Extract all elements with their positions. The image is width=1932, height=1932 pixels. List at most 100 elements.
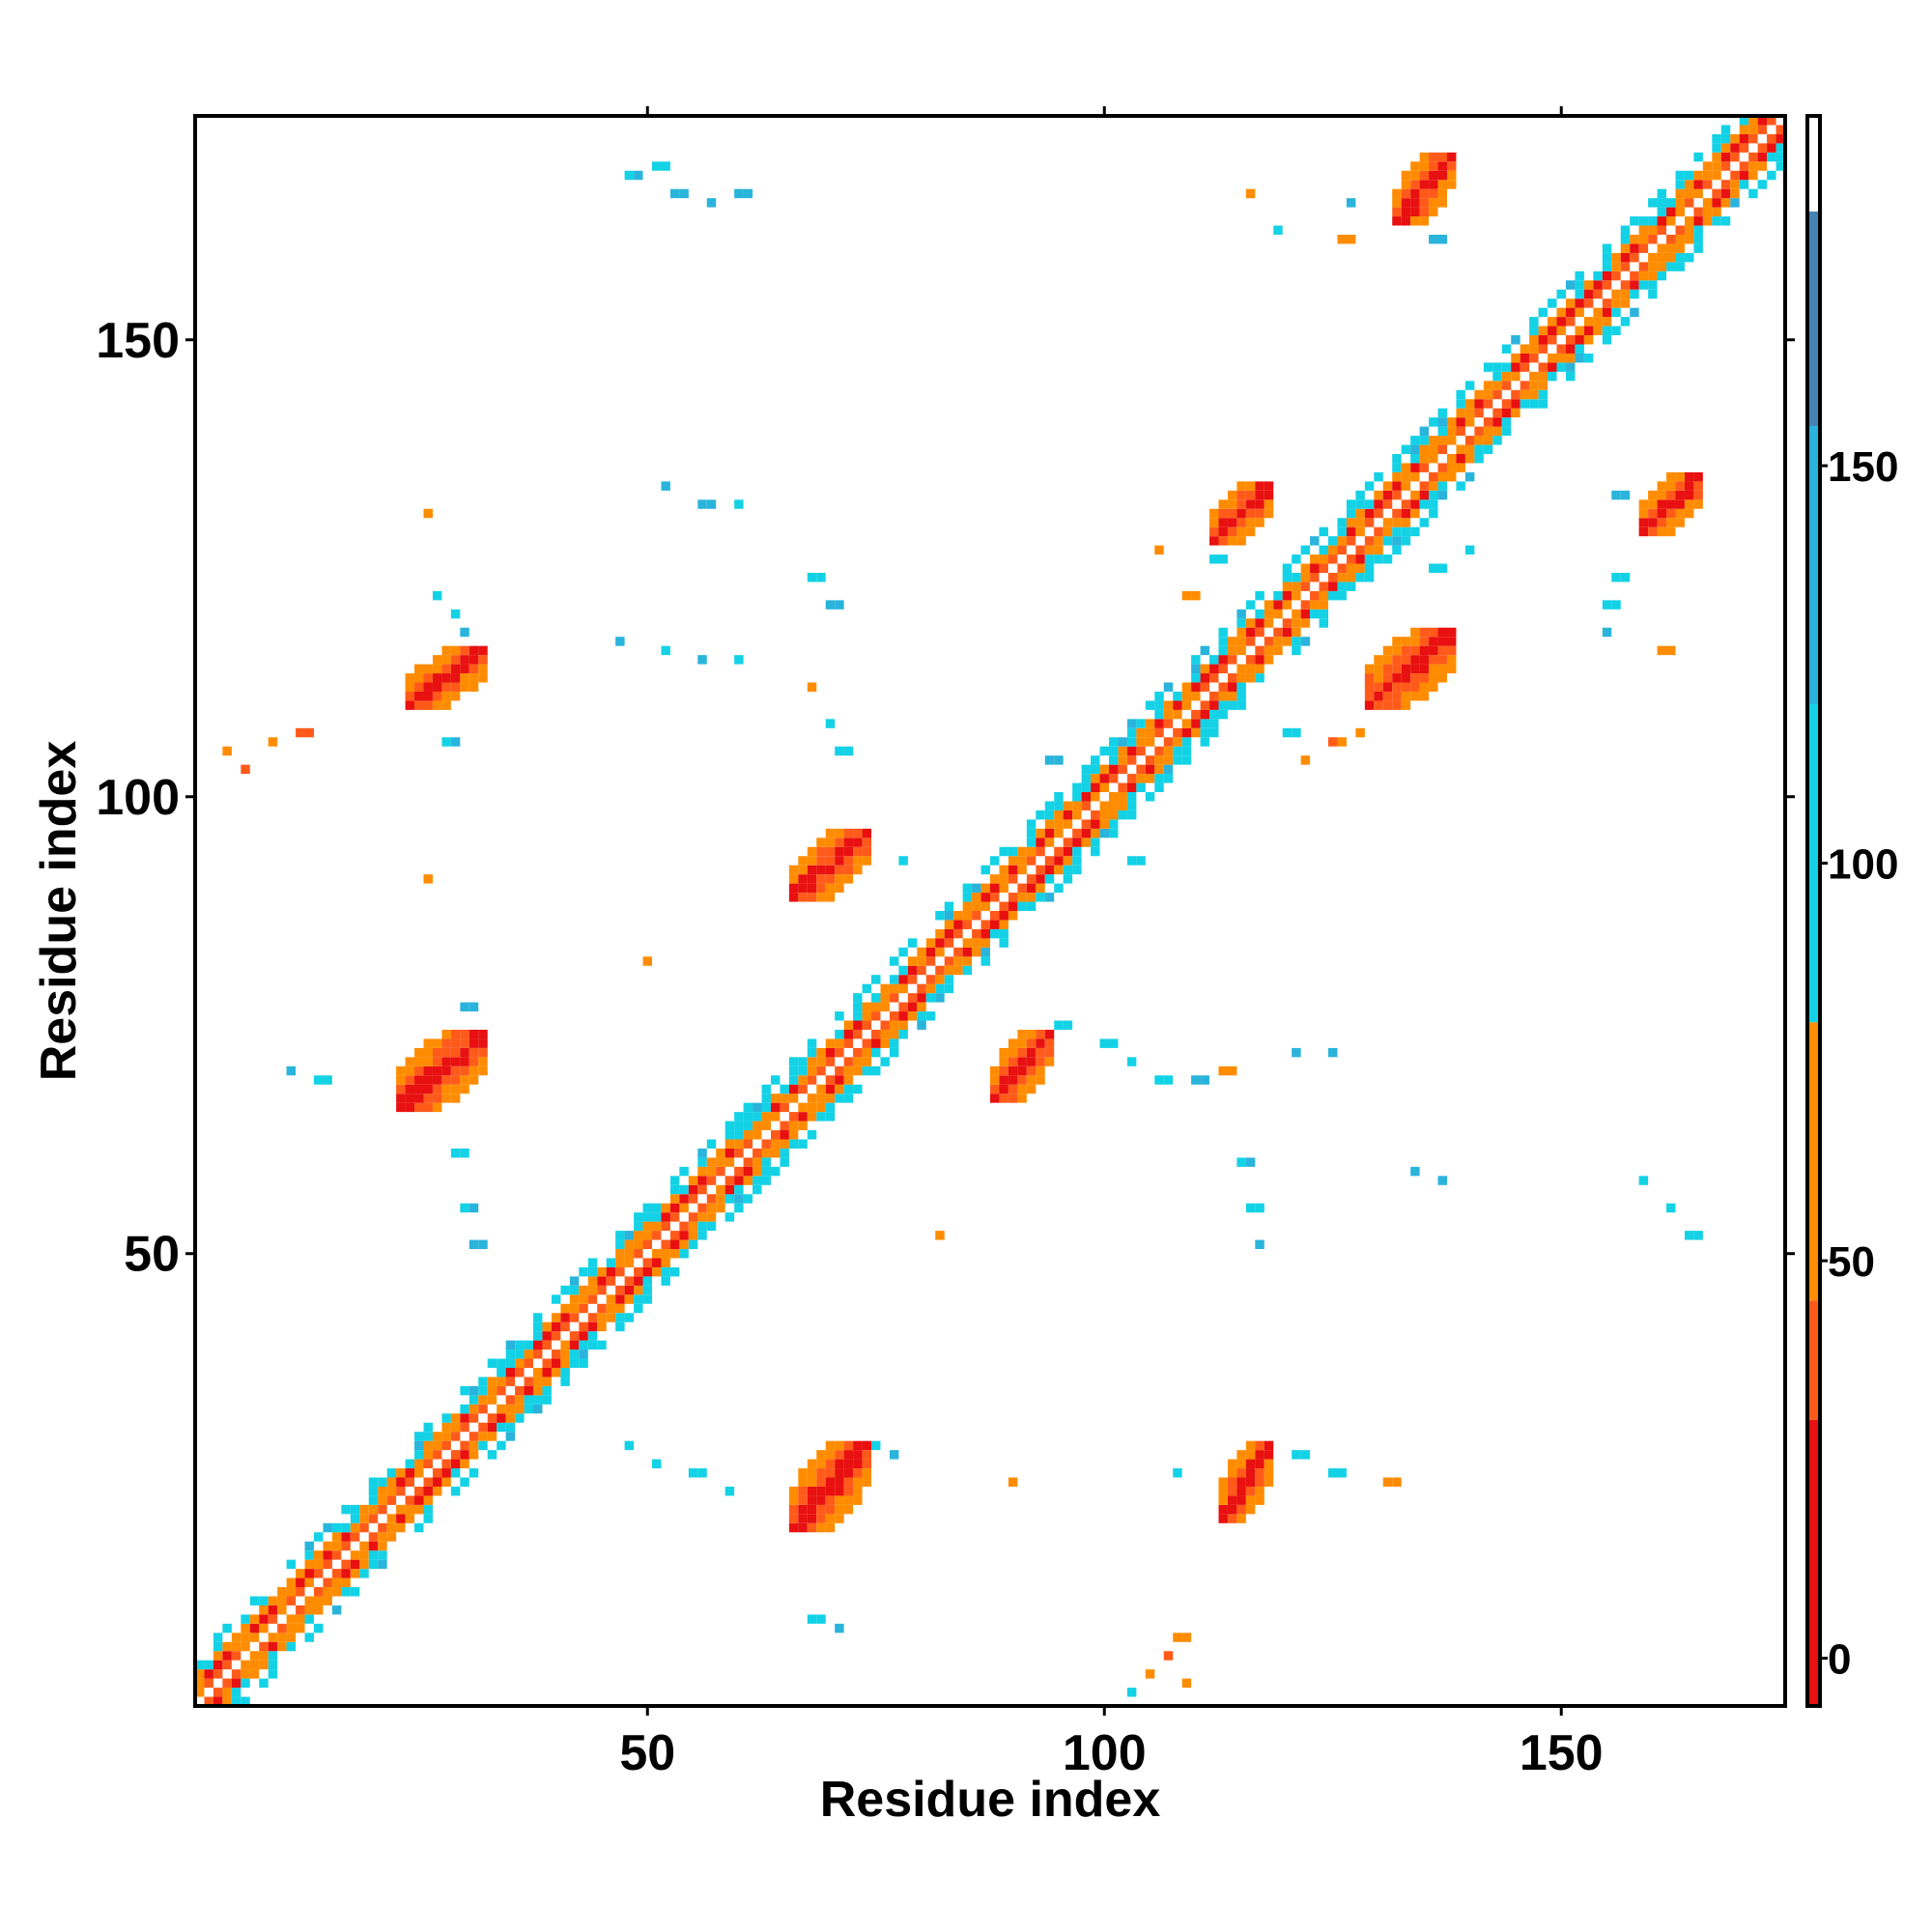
- heatmap-cell: [1593, 317, 1603, 327]
- heatmap-cell: [286, 1559, 297, 1570]
- heatmap-cell: [423, 874, 433, 884]
- heatmap-cell: [1630, 307, 1639, 318]
- heatmap-cell: [862, 1468, 872, 1478]
- heatmap-cell: [807, 1047, 817, 1058]
- heatmap-cell: [441, 700, 451, 710]
- heatmap-cell: [935, 911, 945, 921]
- heatmap-cell: [1620, 289, 1631, 299]
- heatmap-cell: [651, 1459, 662, 1469]
- heatmap-cell: [935, 928, 945, 939]
- heatmap-cell: [688, 1239, 698, 1250]
- heatmap-cell: [862, 1477, 872, 1487]
- heatmap-cell: [569, 1303, 580, 1314]
- heatmap-cell: [1565, 307, 1576, 318]
- heatmap-cell: [286, 1614, 297, 1624]
- heatmap-cell: [1684, 188, 1694, 199]
- heatmap-cell: [414, 1440, 424, 1451]
- heatmap-cell: [1319, 582, 1329, 591]
- heatmap-cell: [807, 1614, 817, 1624]
- heatmap-cell: [825, 1522, 836, 1533]
- heatmap-cell: [1310, 600, 1320, 610]
- heatmap-cell: [889, 993, 899, 1003]
- heatmap-cell: [1026, 1057, 1037, 1066]
- heatmap-cell: [1218, 554, 1228, 564]
- heatmap-cell: [432, 1440, 442, 1451]
- heatmap-cell: [843, 1440, 854, 1451]
- heatmap-cell: [1292, 609, 1301, 619]
- heatmap-cell: [743, 1102, 753, 1113]
- heatmap-cell: [1666, 207, 1676, 217]
- heatmap-cell: [268, 1641, 278, 1652]
- heatmap-cell: [368, 1504, 379, 1515]
- heatmap-cell: [441, 1477, 451, 1487]
- heatmap-cell: [1346, 198, 1356, 208]
- heatmap-cell: [898, 1002, 908, 1012]
- heatmap-cell: [1410, 682, 1420, 692]
- heatmap-cell: [1072, 782, 1082, 793]
- heatmap-cell: [405, 1459, 415, 1469]
- heatmap-cell: [597, 1313, 607, 1322]
- heatmap-cell: [669, 1239, 680, 1250]
- heatmap-cell: [204, 1669, 213, 1679]
- heatmap-cell: [1072, 828, 1082, 838]
- heatmap-cell: [853, 1029, 863, 1039]
- heatmap-cell: [697, 1157, 707, 1167]
- heatmap-cell: [706, 1176, 717, 1185]
- heatmap-cell: [524, 1404, 534, 1414]
- heatmap-cell: [999, 1047, 1009, 1058]
- heatmap-cell: [734, 1139, 744, 1149]
- heatmap-cell: [478, 1422, 488, 1433]
- heatmap-cell: [1419, 180, 1430, 189]
- heatmap-cell: [1464, 436, 1475, 445]
- heatmap-cell: [1364, 572, 1375, 582]
- heatmap-cell: [1236, 700, 1246, 710]
- heatmap-cell: [1145, 774, 1155, 783]
- heatmap-cell: [1227, 682, 1237, 692]
- heatmap-cell: [716, 1148, 725, 1158]
- heatmap-cell: [323, 1075, 332, 1085]
- heatmap-cell: [414, 1102, 424, 1113]
- heatmap-cell: [1630, 234, 1639, 244]
- heatmap-cell: [743, 188, 753, 199]
- heatmap-cell: [1355, 572, 1365, 582]
- heatmap-cell: [1364, 700, 1375, 710]
- heatmap-cell: [524, 1385, 534, 1396]
- heatmap-cell: [1108, 755, 1119, 765]
- heatmap-cell: [999, 920, 1009, 929]
- heatmap-cell: [1346, 499, 1356, 509]
- heatmap-cell: [807, 1468, 817, 1478]
- heatmap-cell: [925, 1011, 936, 1021]
- heatmap-cell: [1292, 1450, 1301, 1460]
- heatmap-cell: [853, 838, 863, 847]
- heatmap-cell: [469, 1065, 479, 1076]
- heatmap-cell: [1776, 125, 1785, 134]
- heatmap-cell: [624, 1285, 635, 1295]
- heatmap-cell: [1328, 1047, 1338, 1058]
- heatmap-cell: [1245, 1450, 1256, 1460]
- heatmap-cell: [753, 1121, 762, 1131]
- heatmap-cell: [706, 1212, 717, 1222]
- heatmap-cell: [1548, 335, 1557, 345]
- heatmap-cell: [835, 874, 844, 884]
- heatmap-cell: [843, 865, 854, 875]
- heatmap-cell: [368, 1532, 379, 1542]
- heatmap-cell: [962, 938, 973, 948]
- heatmap-cell: [843, 856, 854, 866]
- heatmap-cell: [907, 975, 918, 984]
- heatmap-cell: [1227, 645, 1237, 656]
- heatmap-cell: [1410, 180, 1420, 189]
- heatmap-cell: [770, 1094, 781, 1103]
- heatmap-cell: [1446, 417, 1457, 427]
- heatmap-cell: [1245, 499, 1256, 509]
- heatmap-cell: [1429, 444, 1438, 455]
- heatmap-cell: [1429, 454, 1438, 464]
- heatmap-cell: [1483, 426, 1493, 437]
- heatmap-cell: [798, 1522, 808, 1533]
- heatmap-cell: [1355, 490, 1365, 500]
- heatmap-cell: [478, 1047, 488, 1058]
- heatmap-cell: [414, 1432, 424, 1441]
- heatmap-cell: [1401, 170, 1411, 181]
- heatmap-cell: [835, 1504, 844, 1515]
- heatmap-cell: [1529, 371, 1539, 382]
- heatmap-cell: [505, 1367, 516, 1378]
